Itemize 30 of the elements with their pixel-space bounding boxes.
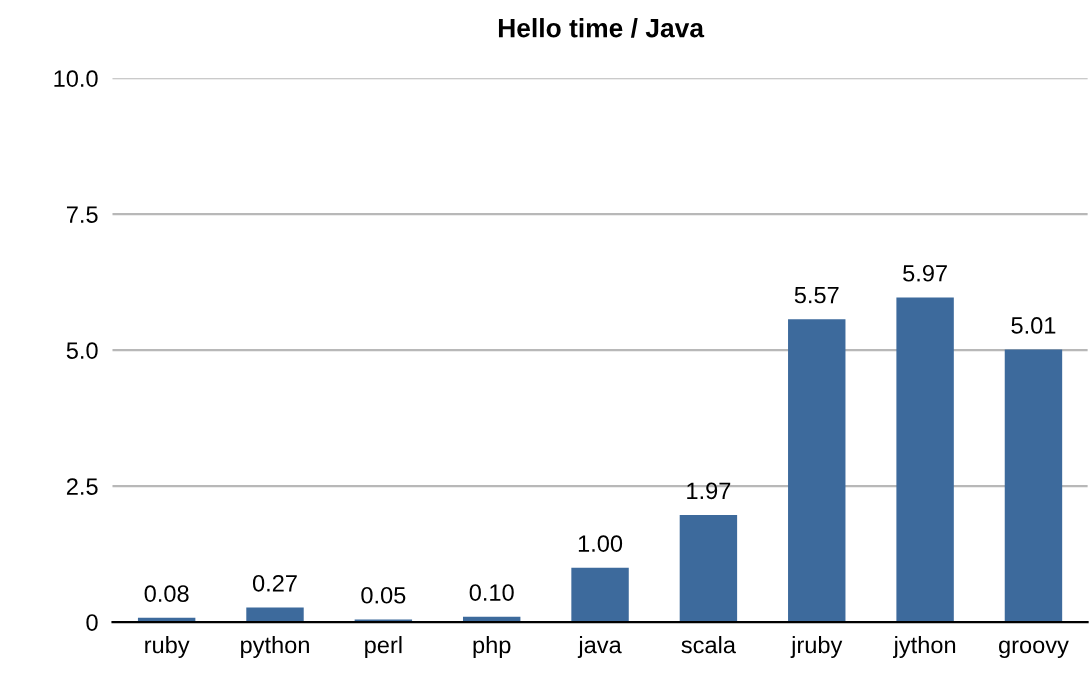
data-label: 0.27 [252, 574, 297, 592]
x-tick-label: jruby [790, 635, 843, 658]
y-tick-label: 5.0 [66, 342, 98, 359]
x-tick-label: php [473, 635, 511, 658]
data-label: 1.00 [578, 535, 623, 552]
x-tick-label: perl [365, 635, 402, 658]
data-label: 0.10 [469, 584, 514, 601]
x-tick-label: java [577, 635, 622, 658]
bar [679, 514, 738, 623]
data-label: 5.01 [1011, 317, 1056, 334]
y-tick-label: 7.5 [66, 206, 98, 223]
x-tick-label: ruby [145, 635, 190, 658]
chart-title: Hello time / Java [498, 18, 705, 38]
data-label: 0.08 [144, 585, 189, 602]
bar [788, 319, 846, 623]
y-tick-label: 0 [86, 614, 98, 631]
data-label: 5.57 [794, 286, 839, 304]
data-label: 0.05 [361, 586, 406, 604]
bar [1004, 349, 1063, 623]
y-tick-label: 10.0 [54, 70, 98, 87]
x-tick-label: groovy [999, 640, 1069, 658]
bar [571, 567, 629, 623]
x-tick-label: scala [681, 635, 736, 654]
data-label: 1.97 [687, 482, 731, 500]
y-tick-label: 2.5 [66, 478, 98, 495]
x-tick-label: python [241, 635, 309, 658]
x-tick-label: jython [893, 635, 956, 658]
bar [246, 607, 304, 623]
data-label: 5.97 [903, 264, 947, 282]
bar [896, 297, 954, 623]
